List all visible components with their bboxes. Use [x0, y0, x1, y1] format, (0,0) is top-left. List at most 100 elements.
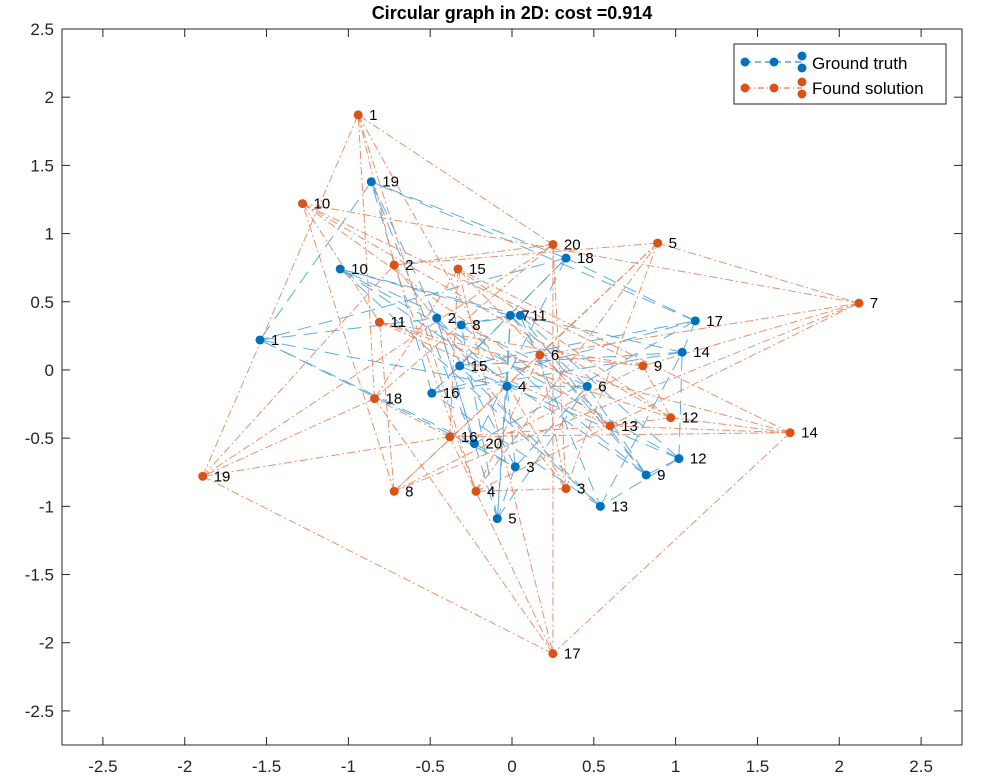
graph-edge	[259, 257, 567, 341]
graph-edge	[461, 314, 511, 326]
found-solution-node	[666, 413, 676, 423]
ground-truth-node	[515, 310, 525, 320]
legend-found-solution-marker	[740, 77, 807, 99]
ground-truth-node	[641, 470, 651, 480]
ground-truth-node	[427, 388, 437, 398]
graph-edge	[357, 114, 567, 489]
found-solution-node-label: 7	[870, 295, 878, 312]
graph-edge	[374, 268, 459, 399]
graph-edge	[371, 181, 567, 259]
graph-edge	[340, 268, 521, 316]
ground-truth-node	[255, 335, 265, 345]
graph-edge	[431, 392, 601, 507]
y-tick-label: 2	[45, 88, 54, 107]
x-tick-label: 1	[671, 757, 680, 776]
graph-edge	[449, 432, 791, 438]
found-solution-node	[453, 264, 463, 274]
graph-edge	[670, 417, 791, 434]
graph-edge	[394, 242, 658, 266]
graph-edge	[586, 386, 647, 476]
graph-edge	[302, 203, 380, 323]
ground-truth-node-label: 16	[443, 385, 460, 402]
found-solution-node-label: 4	[487, 483, 495, 500]
found-solution-node-label: 3	[577, 481, 585, 498]
ground-truth-node-label: 5	[508, 511, 516, 528]
graph-edge	[393, 242, 658, 492]
graph-edge	[339, 268, 601, 507]
graph-edge	[339, 268, 647, 476]
graph-edge	[259, 339, 508, 387]
graph-edge	[457, 268, 611, 427]
plot-area	[62, 29, 962, 745]
graph-edge	[475, 354, 541, 492]
found-solution-node	[374, 317, 384, 327]
graph-edge	[475, 488, 567, 492]
x-tick-label: 0	[507, 757, 516, 776]
graph-edge	[357, 114, 477, 492]
ground-truth-node	[505, 310, 515, 320]
found-solution-node	[653, 238, 663, 248]
graph-edge	[509, 315, 647, 476]
y-tick-label: -1	[39, 497, 54, 516]
ground-truth-node-label: 17	[706, 313, 723, 330]
found-solution-node-label: 15	[469, 261, 486, 278]
graph-edge	[374, 398, 554, 654]
legend-ground-truth-marker	[740, 51, 807, 73]
ground-truth-node	[456, 320, 466, 330]
ground-truth-node-label: 12	[690, 451, 707, 468]
ground-truth-node	[510, 462, 520, 472]
y-tick-label: -1.5	[25, 566, 54, 585]
graph-edge	[370, 181, 438, 319]
found-solution-node-label: 16	[461, 429, 478, 446]
found-solution-node	[785, 428, 795, 438]
legend: Ground truth Found solution	[733, 43, 947, 105]
found-solution-node	[535, 350, 545, 360]
graph-edge	[610, 425, 791, 434]
graph-edge	[519, 315, 647, 476]
found-solution-node	[471, 486, 481, 496]
graph-edge	[552, 244, 567, 489]
x-tick-label: -2	[177, 757, 192, 776]
found-solution-node	[854, 298, 864, 308]
graph-edge	[394, 243, 553, 266]
graph-edge	[379, 321, 643, 367]
found-solution-node-label: 18	[386, 391, 403, 408]
graph-edge	[259, 181, 372, 341]
graph-edge	[371, 181, 696, 322]
graph-edge	[202, 436, 450, 477]
ground-truth-node	[595, 501, 605, 511]
x-tick-label: -1	[341, 757, 356, 776]
found-solution-node	[548, 239, 558, 249]
graph-edge	[449, 425, 611, 438]
found-solution-node	[548, 649, 558, 659]
graph-edge	[519, 315, 680, 459]
ground-truth-node	[455, 361, 465, 371]
graph-edge	[645, 458, 680, 476]
ground-truth-node-label: 6	[598, 378, 606, 395]
graph-edge	[302, 203, 671, 419]
ground-truth-node-label: 14	[693, 344, 710, 361]
graph-edge	[519, 315, 601, 507]
x-tick-label: -2.5	[88, 757, 117, 776]
graph-edge	[461, 324, 588, 387]
graph-edge	[357, 114, 554, 245]
y-tick-label: -2	[39, 634, 54, 653]
graph-edge	[393, 365, 644, 492]
ground-truth-node-label: 20	[485, 436, 502, 453]
ground-truth-node	[366, 177, 376, 187]
found-solution-node-label: 1	[369, 107, 377, 124]
chart-title: Circular graph in 2D: cost =0.914	[372, 3, 653, 23]
graph-edge	[370, 181, 433, 394]
graph-edge	[259, 339, 475, 445]
found-solution-node-label: 8	[405, 483, 413, 500]
ground-truth-node-label: 10	[351, 261, 368, 278]
found-solution-node	[561, 484, 571, 494]
ground-truth-node-label: 8	[472, 317, 480, 334]
ground-truth-node	[469, 439, 479, 449]
x-tick-label: 1.5	[746, 757, 770, 776]
y-tick-label: 1	[45, 225, 54, 244]
ground-truth-node	[502, 381, 512, 391]
graph-edge	[599, 351, 683, 507]
graph-edge	[370, 181, 475, 444]
